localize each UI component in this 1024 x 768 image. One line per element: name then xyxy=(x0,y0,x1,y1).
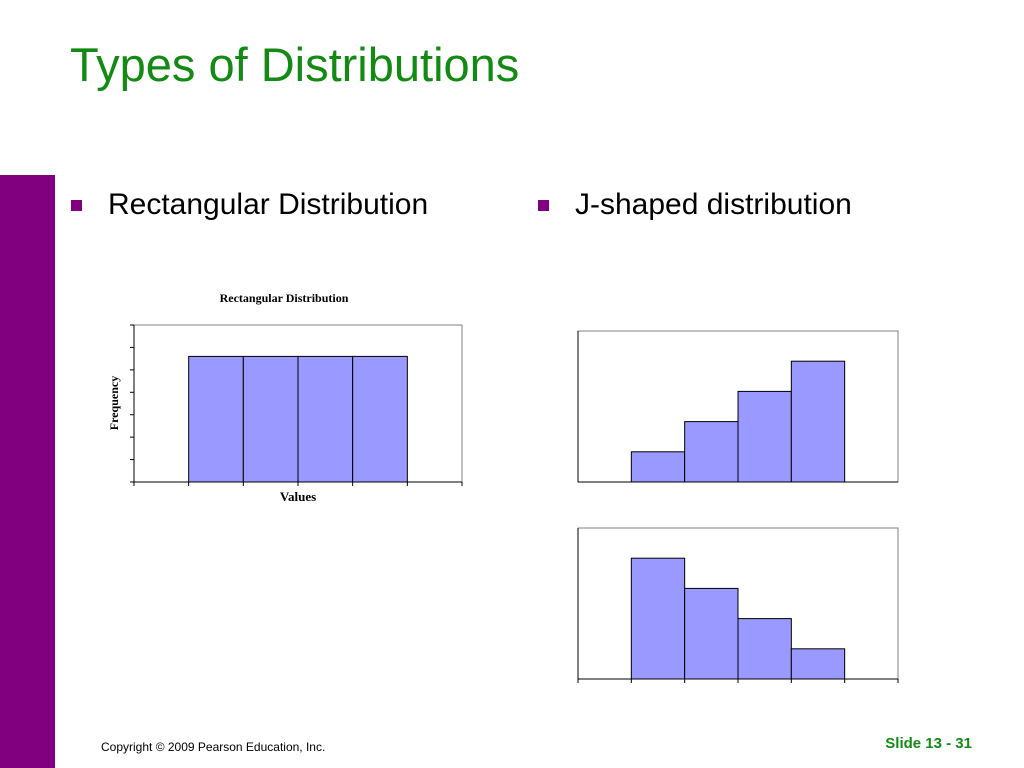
bullet-square-icon xyxy=(538,199,549,211)
chart-rectangular-distribution: Rectangular Distribution Values Frequency xyxy=(107,291,463,504)
slide-number: Slide 13 - 31 xyxy=(885,735,972,752)
x-axis-label: Values xyxy=(280,489,316,504)
bullet-label: J-shaped distribution xyxy=(575,188,852,221)
bar xyxy=(790,648,846,680)
bar xyxy=(684,587,739,680)
bar xyxy=(684,421,739,483)
bar xyxy=(188,355,244,483)
slide-title: Types of Distributions xyxy=(70,38,520,91)
accent-bar xyxy=(0,175,55,768)
chart-title: Rectangular Distribution xyxy=(220,291,349,305)
bullet-j-shaped: J-shaped distribution xyxy=(538,188,852,222)
bullet-rectangular: Rectangular Distribution xyxy=(71,188,428,222)
chart-j-shaped-increasing xyxy=(577,330,899,483)
y-axis-label: Frequency xyxy=(107,376,121,430)
footer-copyright: Copyright © 2009 Pearson Education, Inc. xyxy=(101,740,326,754)
chart-j-shaped-decreasing xyxy=(577,527,899,683)
bar xyxy=(352,355,408,483)
bar xyxy=(737,390,792,483)
bullet-label: Rectangular Distribution xyxy=(108,188,429,221)
bar xyxy=(630,557,686,680)
bar xyxy=(790,360,846,483)
bar xyxy=(242,355,299,483)
bar xyxy=(630,451,686,483)
bar xyxy=(297,355,354,483)
bullet-square-icon xyxy=(71,199,82,211)
bar xyxy=(737,618,792,680)
